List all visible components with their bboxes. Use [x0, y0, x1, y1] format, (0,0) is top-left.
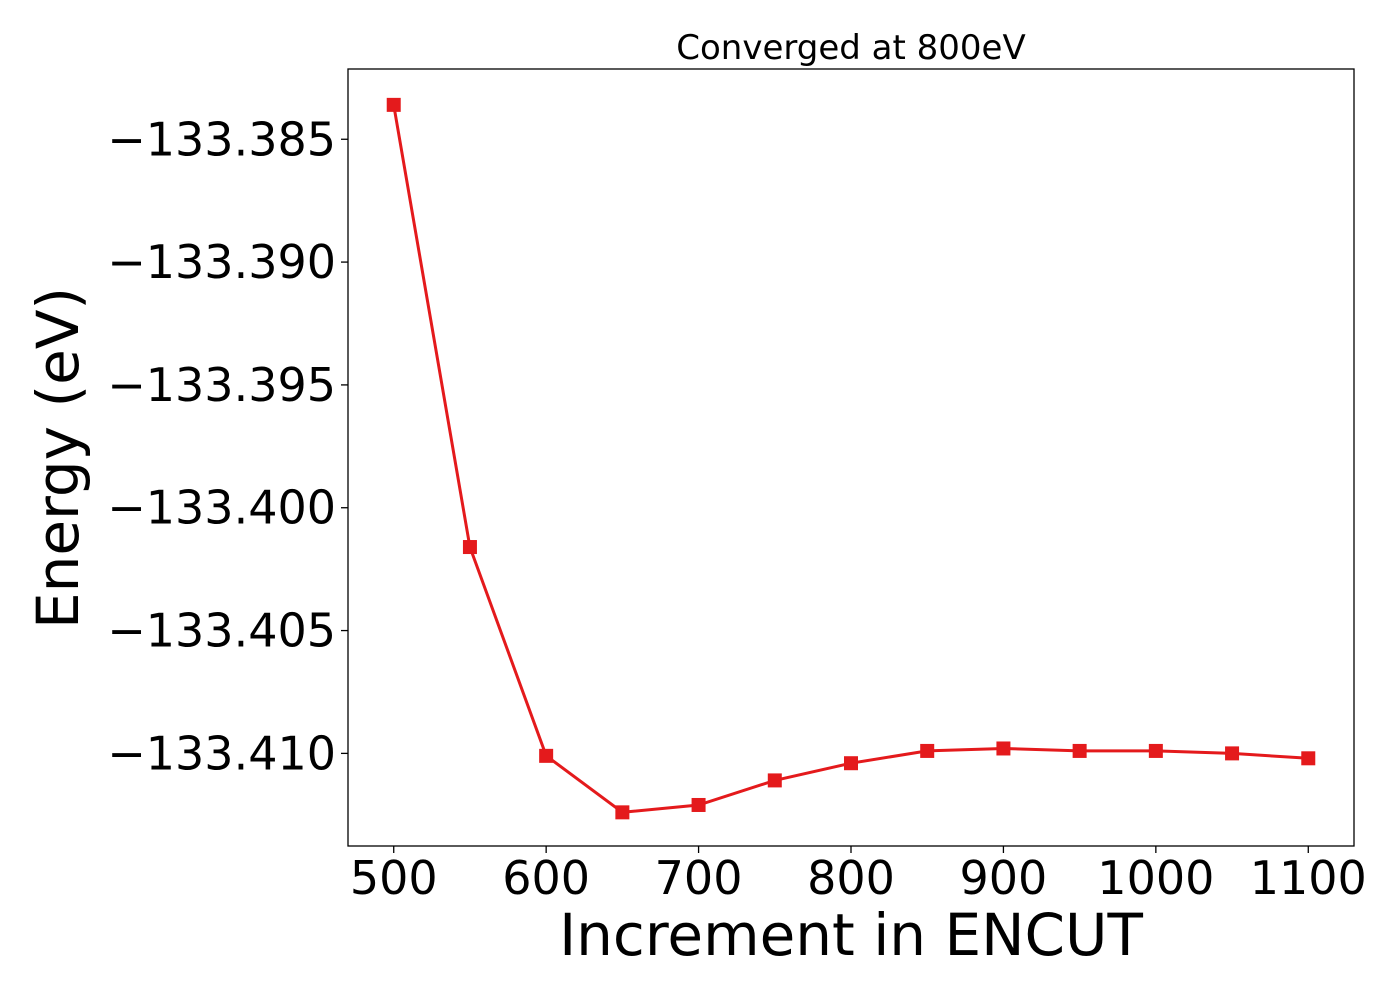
data-point-marker: [767, 773, 782, 788]
y-axis-ticks: −133.385 −133.390 −133.395 −133.400 −133.405…: [107, 112, 348, 780]
data-point-marker: [386, 97, 401, 112]
data-point-marker: [615, 805, 630, 820]
data-point-marker: [1148, 743, 1163, 758]
x-tick-label: 600: [502, 851, 590, 905]
y-tick-label: −133.400: [107, 481, 336, 535]
series-line: [392, 104, 1309, 814]
x-tick-label: 500: [350, 851, 438, 905]
x-tick-label: 1000: [1097, 851, 1214, 905]
data-point-marker: [844, 756, 858, 771]
x-axis-ticks: 500 600 700 800 900 1000 1100: [350, 846, 1367, 905]
data-point-marker: [920, 743, 935, 758]
data-point-marker: [462, 540, 477, 555]
data-point-marker: [1301, 751, 1316, 766]
x-axis-label: Increment in ENCUT: [559, 901, 1143, 969]
y-tick-label: −133.395: [107, 358, 336, 412]
series-layer: [386, 97, 1316, 820]
chart-title: Converged at 800eV: [676, 28, 1025, 68]
y-tick-label: −133.410: [107, 726, 336, 780]
x-tick-label: 800: [807, 851, 895, 905]
y-axis-label: Energy (eV): [24, 287, 92, 629]
x-tick-label: 900: [960, 851, 1048, 905]
data-point-marker: [1225, 746, 1240, 761]
data-point-marker: [1072, 743, 1087, 758]
x-tick-label: 1100: [1250, 851, 1367, 905]
y-tick-label: −133.390: [107, 235, 336, 289]
data-point-marker: [539, 748, 554, 763]
y-tick-label: −133.385: [107, 112, 336, 166]
plot-area-frame: [347, 68, 1355, 847]
data-point-marker: [996, 741, 1011, 756]
y-tick-label: −133.405: [107, 604, 336, 658]
data-point-marker: [691, 797, 706, 812]
x-tick-label: 700: [655, 851, 743, 905]
